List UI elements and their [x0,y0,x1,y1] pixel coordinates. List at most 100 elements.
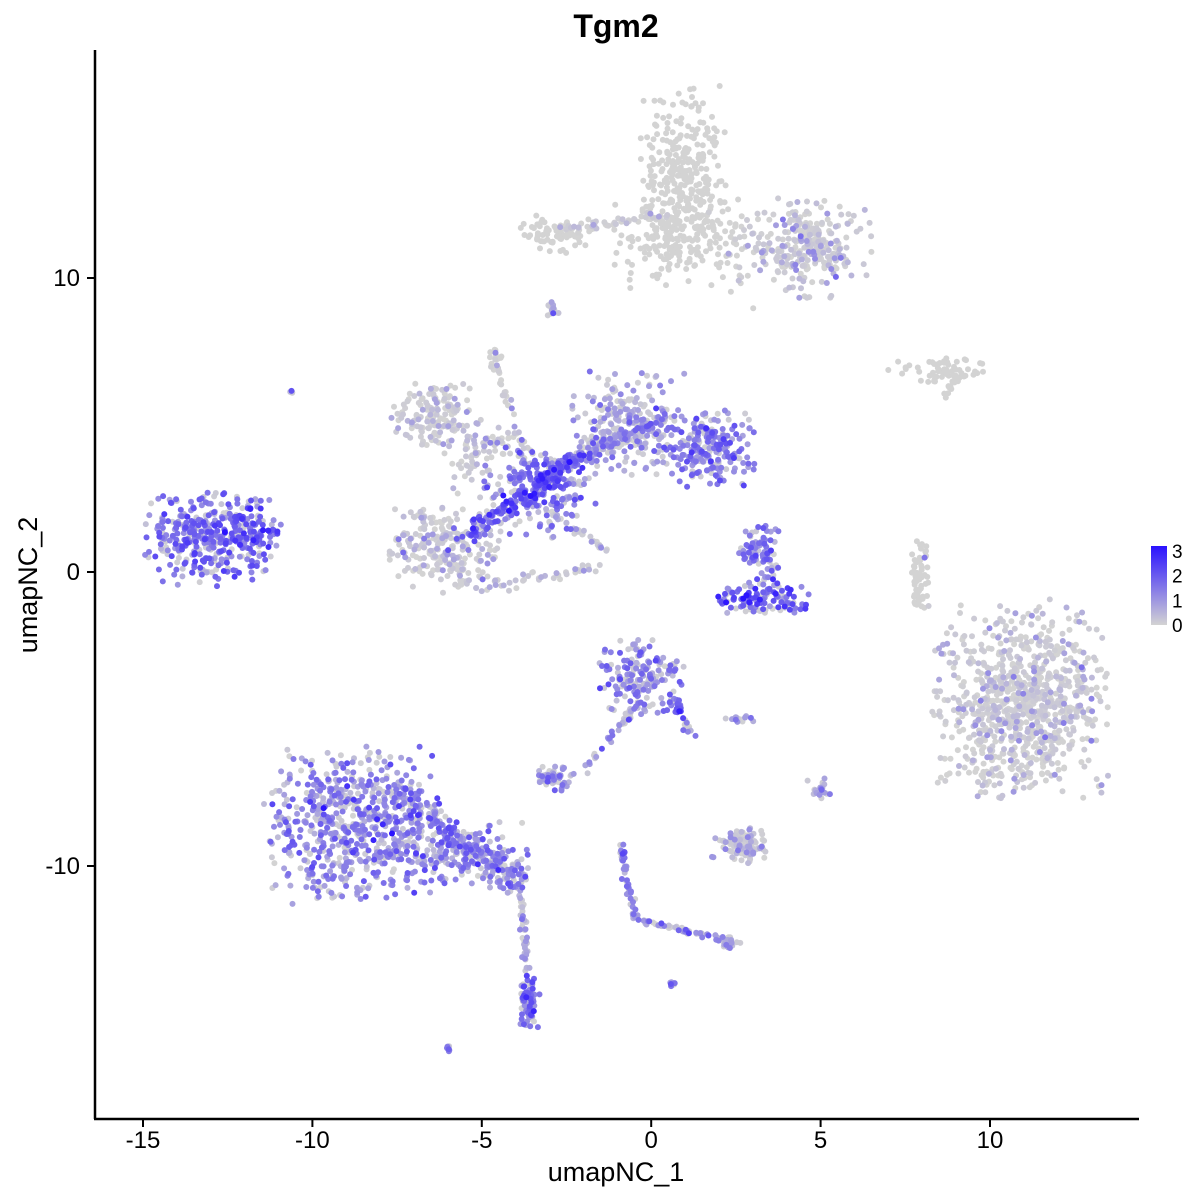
scatter-point [659,677,665,683]
scatter-point [424,847,431,854]
scatter-point [948,624,955,631]
scatter-point [977,789,984,796]
scatter-point [740,460,747,466]
scatter-point [719,274,726,281]
scatter-point [1056,775,1063,782]
scatter-point [446,561,453,568]
scatter-point [539,238,546,245]
scatter-point [1038,739,1045,746]
scatter-point [663,161,670,168]
scatter-point [586,759,593,766]
scatter-point [1079,684,1086,691]
scatter-point [1098,782,1105,789]
scatter-point [363,863,370,870]
scatter-point [684,259,691,266]
scatter-point [634,379,641,386]
scatter-point [1066,708,1073,715]
scatter-point [548,239,555,245]
scatter-point [742,714,749,721]
scatter-point [1063,726,1070,733]
scatter-point [519,819,526,826]
scatter-point [661,663,668,670]
scatter-point [1031,668,1038,675]
scatter-point [513,585,520,592]
scatter-point [917,377,924,384]
scatter-point [439,567,446,574]
scatter-point [732,236,739,243]
scatter-point [281,865,288,872]
scatter-point [1059,788,1066,795]
scatter-point [502,516,509,523]
scatter-point [1010,713,1017,720]
scatter-point [487,532,494,539]
scatter-point [381,758,388,765]
scatter-point [697,196,704,203]
scatter-point [268,854,275,861]
scatter-point [971,615,978,622]
scatter-point [956,728,963,735]
scatter-point [267,534,273,540]
scatter-point [1061,650,1068,657]
scatter-point [681,417,688,424]
scatter-point [978,641,985,648]
scatter-point [395,425,402,432]
scatter-point [1059,630,1066,637]
scatter-point [741,468,747,475]
scatter-point [1003,707,1010,714]
scatter-point [421,526,428,533]
scatter-point [1081,619,1088,626]
scatter-point [999,792,1006,799]
scatter-point [501,392,508,399]
scatter-point [663,282,669,289]
scatter-point [495,537,502,544]
scatter-point [989,714,996,721]
scatter-point [480,875,486,882]
scatter-point [441,517,448,523]
scatter-point [700,152,707,158]
scatter-points [142,83,1111,1055]
scatter-point [572,242,579,249]
scatter-point [669,225,676,232]
scatter-point [1059,638,1066,644]
scatter-point [575,229,582,236]
scatter-point [679,226,686,233]
scatter-point [622,406,629,413]
scatter-point [821,259,827,266]
scatter-point [596,562,603,568]
scatter-point [407,535,414,542]
scatter-point [794,199,801,205]
scatter-point [712,239,719,246]
scatter-point [308,822,315,829]
scatter-point [164,547,171,554]
scatter-point [972,722,979,729]
scatter-point [823,280,830,286]
scatter-point [969,706,976,713]
scatter-point [559,246,566,253]
scatter-point [640,97,647,104]
scatter-point [649,637,656,644]
scatter-point [550,575,557,582]
chart-title: Tgm2 [573,8,658,44]
scatter-point [1017,655,1024,662]
scatter-point [465,570,472,576]
scatter-point [988,677,994,684]
scatter-point [676,478,683,485]
scatter-point [976,737,982,744]
scatter-point [298,767,305,774]
scatter-point [722,240,729,247]
scatter-point [643,694,650,701]
scatter-point [969,633,975,640]
scatter-point [658,265,665,272]
scatter-point [573,512,580,519]
scatter-point [719,208,726,215]
scatter-point [472,831,479,838]
scatter-point [978,678,985,684]
scatter-point [1011,665,1018,672]
scatter-point [797,270,804,277]
scatter-point [1070,645,1077,651]
scatter-point [363,743,370,750]
scatter-point [637,135,644,142]
scatter-point [621,448,628,455]
scatter-point [468,476,475,483]
scatter-point [991,782,998,789]
